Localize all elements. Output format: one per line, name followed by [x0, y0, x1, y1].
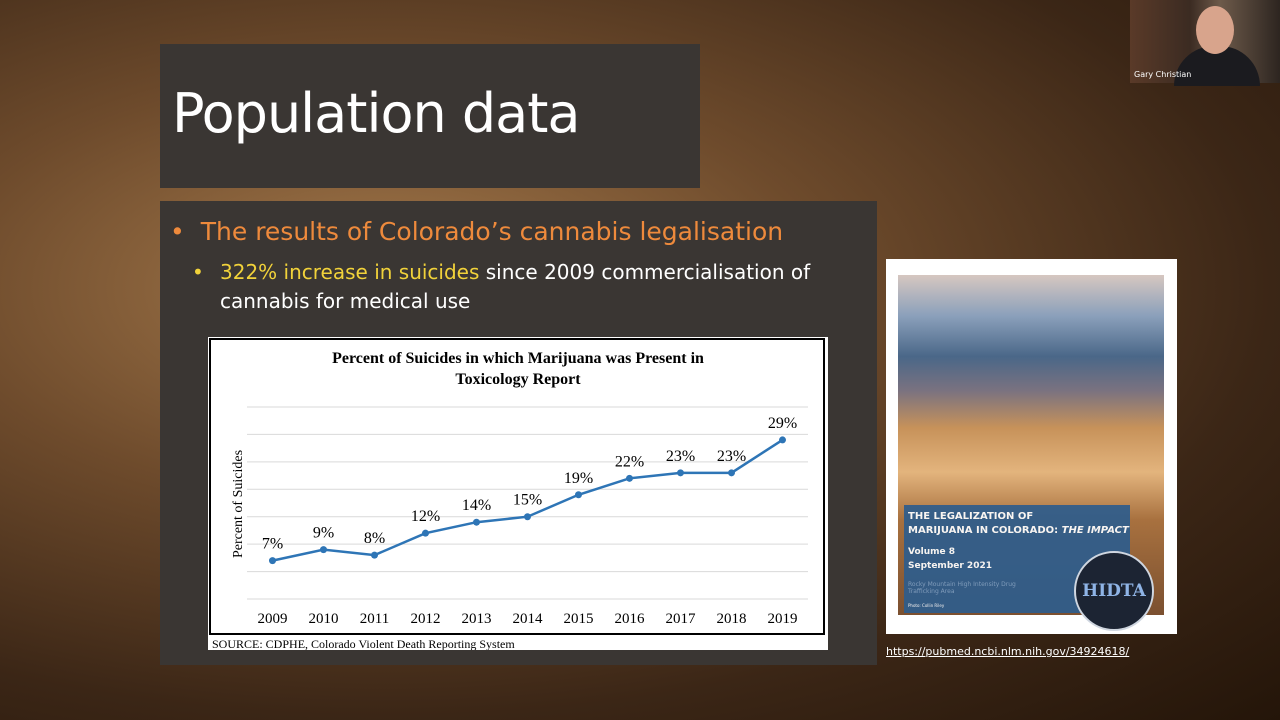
point — [779, 436, 786, 444]
point — [728, 469, 735, 477]
title-box: Population data — [160, 44, 700, 188]
point — [422, 529, 429, 537]
source: SOURCE: CDPHE, Colorado Violent Death Re… — [212, 637, 515, 650]
x-tick-label: 2009 — [258, 611, 288, 627]
cover-org: Rocky Mountain High Intensity Drug Traff… — [908, 581, 1016, 595]
bullet: • The results of Colorado’s cannabis lega… — [170, 217, 784, 246]
point — [575, 491, 582, 499]
x-tick-label: 2019 — [768, 611, 798, 627]
value-label: 7% — [262, 536, 283, 553]
x-tick-label: 2013 — [462, 611, 492, 627]
x-tick-label: 2010 — [309, 611, 339, 627]
y-axis-label: Percent of Suicides — [231, 450, 246, 558]
value-label: 23% — [717, 448, 746, 465]
point — [371, 551, 378, 559]
sub-bullet-text: since 2009 commercialisation of cannabis… — [220, 260, 811, 313]
x-tick-label: 2016 — [615, 611, 646, 627]
value-label: 22% — [615, 453, 644, 470]
cover-date: September 2021 — [908, 561, 992, 571]
content-box: • The results of Colorado’s cannabis lega… — [160, 201, 877, 665]
value-label: 8% — [364, 530, 385, 547]
bullet-text: The results of Colorado’s cannabis legal… — [200, 217, 784, 246]
point — [626, 474, 633, 482]
cover-title: MARIJUANA IN COLORADO: — [908, 525, 1062, 536]
slide-title: Population data — [172, 82, 581, 145]
report-cover: THE LEGALIZATION OF MARIJUANA IN COLORAD… — [886, 259, 1177, 634]
participant-name: Gary Christian — [1134, 70, 1192, 79]
point — [677, 469, 684, 477]
point — [524, 513, 531, 521]
chart-title: Toxicology Report — [455, 371, 581, 388]
point — [320, 546, 327, 554]
value-label: 15% — [513, 492, 542, 509]
value-label: 19% — [564, 470, 593, 487]
cover-volume: Volume 8 — [908, 547, 956, 557]
x-tick-label: 2015 — [564, 611, 594, 627]
x-tick-label: 2011 — [360, 611, 389, 627]
cover-photo: THE LEGALIZATION OF MARIJUANA IN COLORAD… — [898, 275, 1164, 631]
chart-box: Percent of Suicides in which Marijuana w… — [208, 337, 828, 651]
cover-seal: HIDTA — [1074, 551, 1154, 631]
value-label: 29% — [768, 415, 797, 432]
link[interactable]: https://pubmed.ncbi.nlm.nih.gov/34924618… — [886, 645, 1130, 658]
cover-title: MARIJUANA IN COLORADO: THE IMPACT — [908, 525, 1129, 536]
x-tick-label: 2018 — [717, 611, 747, 627]
person — [1196, 6, 1234, 54]
value-label: 12% — [411, 508, 440, 525]
video-thumbnail: Gary Christian — [1130, 0, 1280, 86]
highlight: 322% increase in suicides — [220, 260, 480, 284]
x-tick-label: 2014 — [513, 611, 544, 627]
value-label: 23% — [666, 448, 695, 465]
x-tick-label: 2017 — [666, 611, 697, 627]
bullet-dot: • — [192, 260, 204, 284]
point — [269, 557, 276, 565]
chart: Percent of Suicides in which Marijuana w… — [209, 338, 825, 651]
value-label: 14% — [462, 497, 491, 514]
point — [473, 518, 480, 526]
x-tick-label: 2012 — [411, 611, 441, 627]
cover-title: THE LEGALIZATION OF — [908, 511, 1034, 522]
sub-bullet: • 322% increase in suicides since 2009 co… — [192, 258, 860, 316]
cover-title-italic: THE IMPACT — [1061, 525, 1129, 536]
value-label: 9% — [313, 525, 334, 542]
chart-frame — [209, 338, 825, 635]
cover-credit: Photo: Collin Riley — [908, 603, 945, 608]
chart-title: Percent of Suicides in which Marijuana w… — [332, 350, 704, 367]
